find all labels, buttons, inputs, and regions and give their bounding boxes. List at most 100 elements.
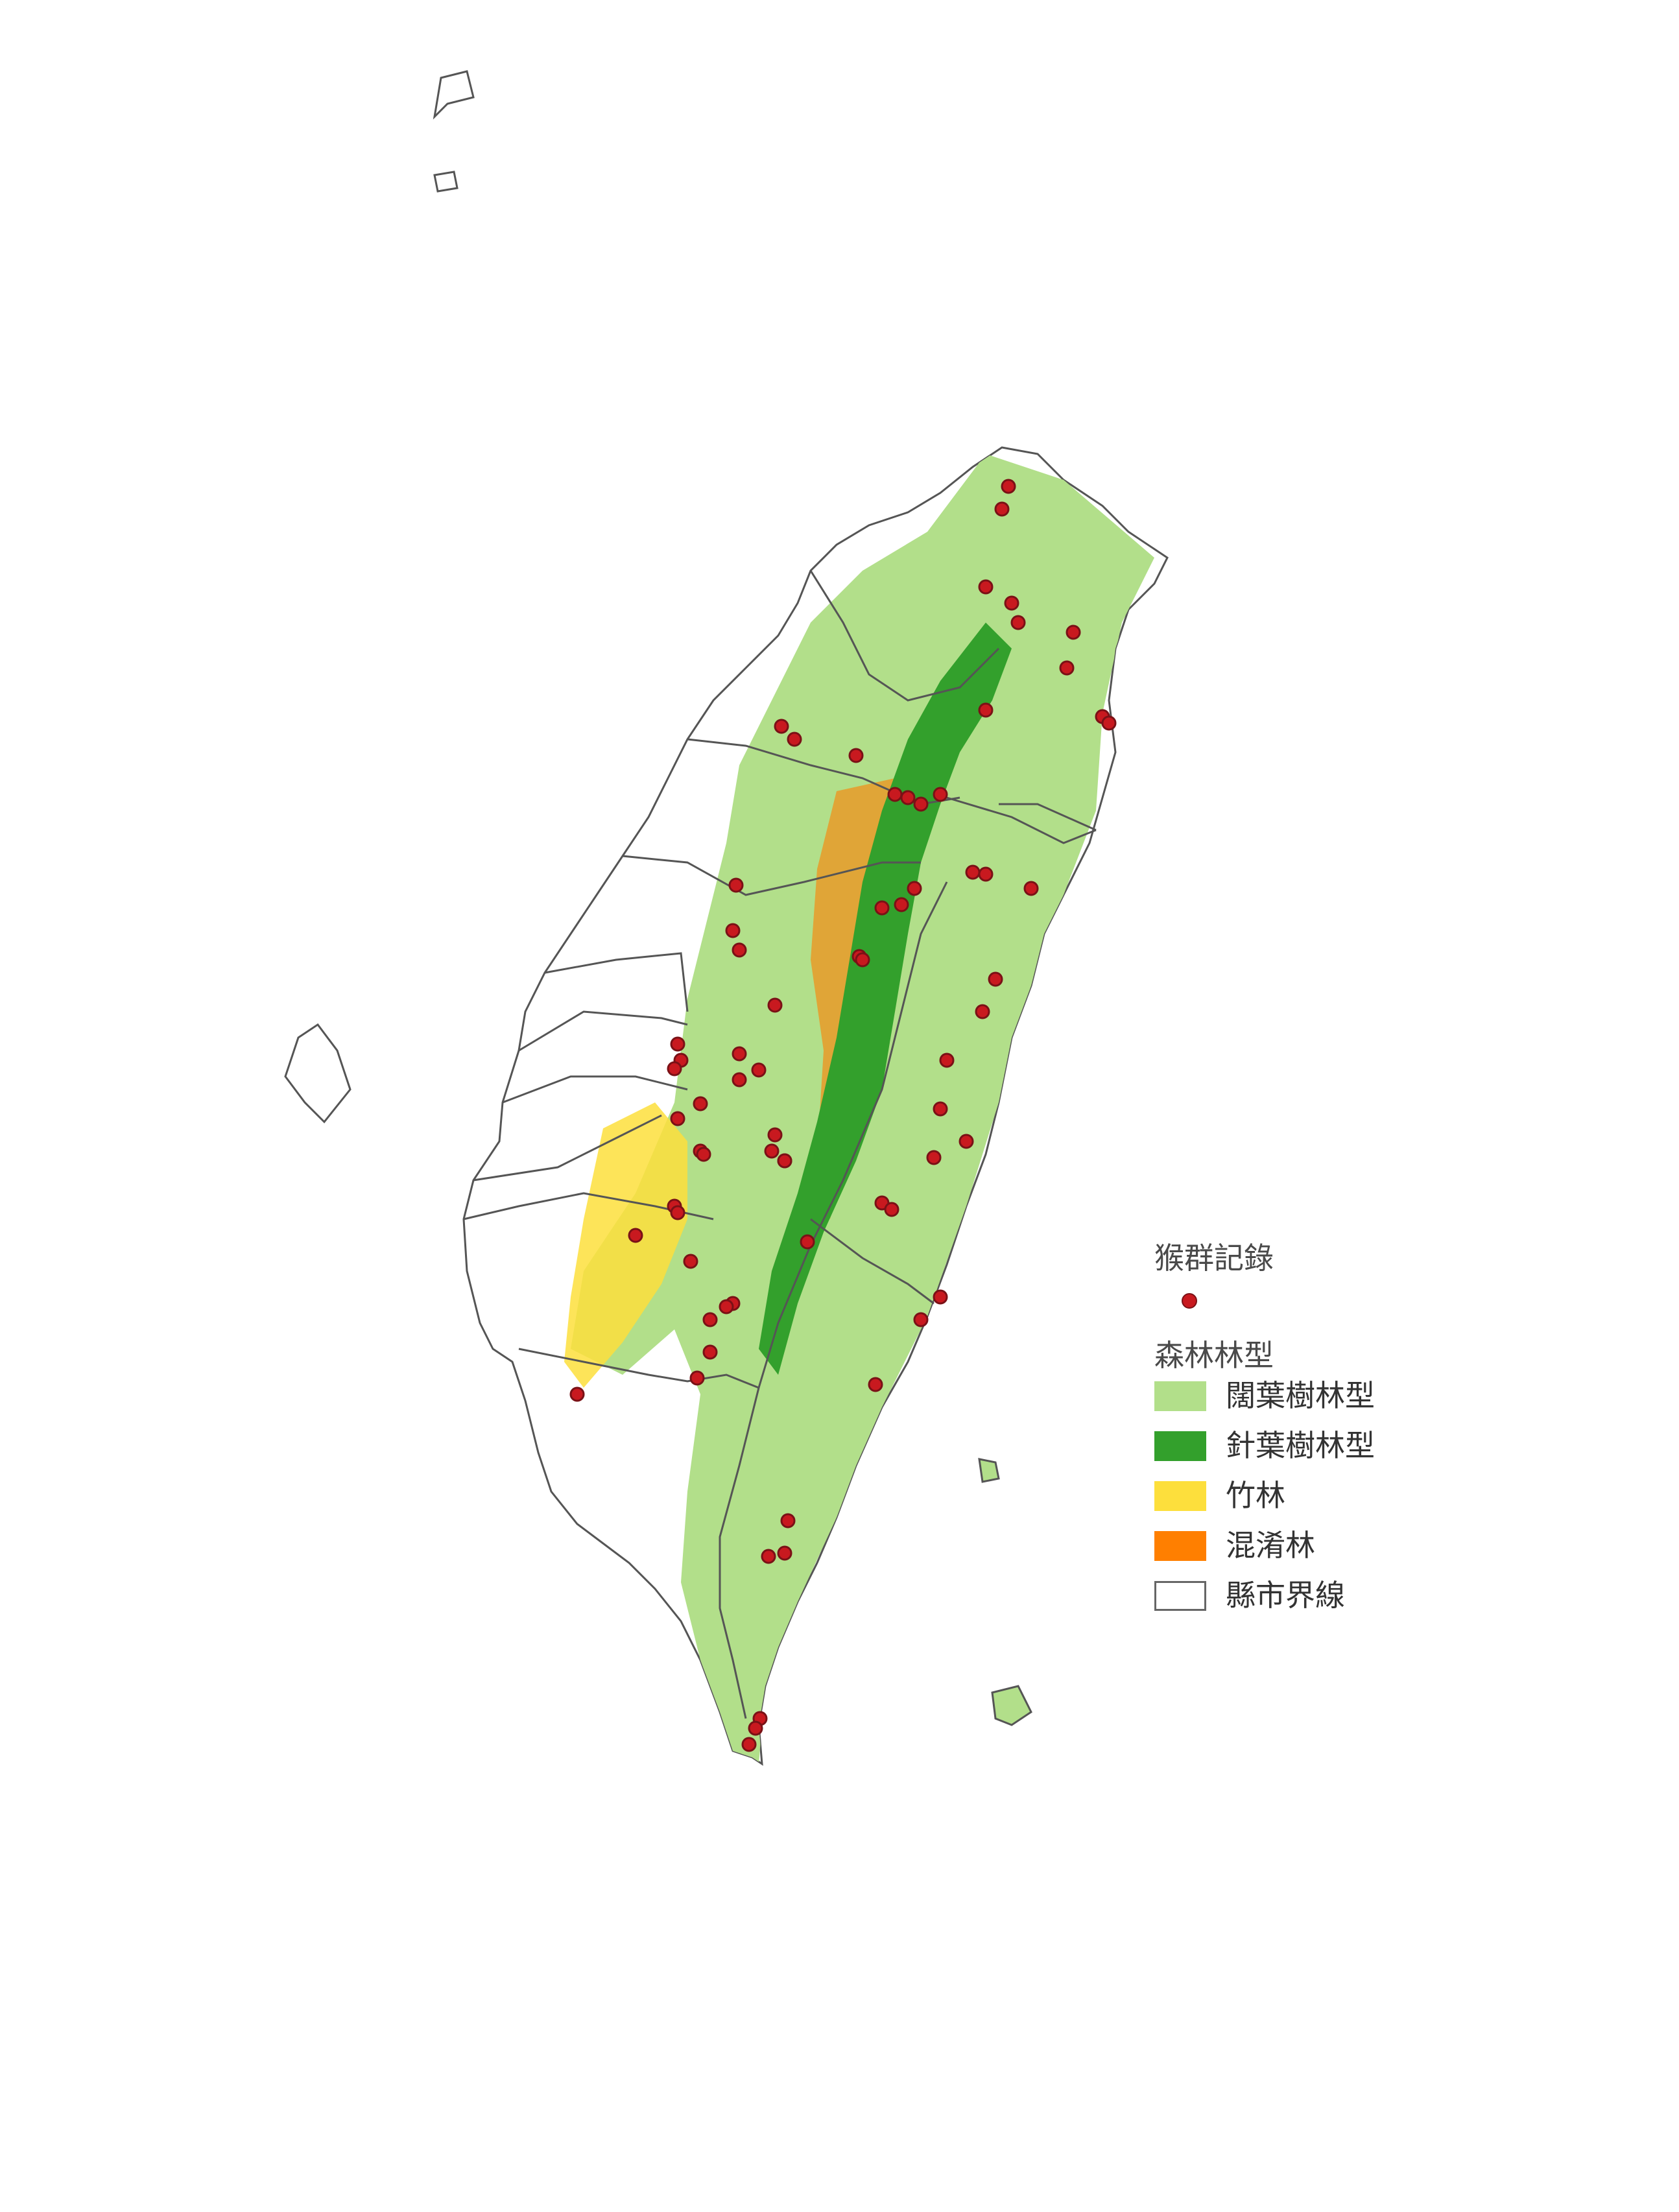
county-boundary xyxy=(518,1348,759,1389)
monkey-record-point xyxy=(683,1254,698,1269)
monkey-record-point xyxy=(868,1377,883,1392)
monkey-record-point xyxy=(978,702,994,718)
legend-item-bamboo: 竹林 xyxy=(1154,1475,1492,1525)
monkey-record-point xyxy=(696,1147,711,1162)
monkey-record-point xyxy=(1010,615,1026,630)
monkey-record-point xyxy=(894,897,909,912)
penghu-islands xyxy=(284,1023,351,1124)
monkey-point-symbol xyxy=(1182,1293,1197,1309)
green-island xyxy=(978,1458,1000,1483)
monkey-record-point xyxy=(855,952,870,968)
monkey-record-point xyxy=(777,1545,792,1561)
legend-item-broadleaf: 闊葉樹林型 xyxy=(1154,1375,1492,1425)
monkey-record-point xyxy=(748,1720,763,1736)
monkey-record-point xyxy=(670,1205,685,1220)
monkey-record-point xyxy=(761,1549,776,1564)
monkey-record-point xyxy=(913,796,929,812)
legend-item-county-boundary: 縣市界線 xyxy=(1154,1575,1492,1624)
monkey-record-point xyxy=(670,1111,685,1126)
county-boundary xyxy=(518,1010,688,1052)
monkey-record-point xyxy=(693,1096,708,1112)
county-boundary xyxy=(946,796,1097,844)
monkey-record-point xyxy=(689,1370,705,1386)
bamboo-swatch xyxy=(1154,1481,1206,1511)
monkey-record-point xyxy=(978,866,994,882)
monkey-record-point xyxy=(994,501,1010,517)
bamboo-forest-area xyxy=(564,1102,687,1388)
conifer-label: 針葉樹林型 xyxy=(1226,1428,1375,1463)
monkey-record-point xyxy=(764,1143,780,1159)
monkey-record-point xyxy=(913,1312,929,1327)
monkey-record-point xyxy=(884,1202,899,1217)
mixed-swatch xyxy=(1154,1531,1206,1561)
monkey-record-point xyxy=(1004,595,1019,611)
monkey-record-point xyxy=(787,731,802,747)
legend: 猴群記錄 森林林型 闊葉樹林型 針葉樹林型 竹林 混淆林 縣市界線 xyxy=(1154,1239,1492,1624)
monkey-record-point xyxy=(725,923,741,938)
orchid-island xyxy=(991,1685,1032,1726)
monkey-record-point xyxy=(702,1344,718,1360)
matsu-islands xyxy=(433,70,475,120)
monkey-record-point xyxy=(1001,479,1016,494)
bamboo-label: 竹林 xyxy=(1226,1478,1285,1513)
mixed-label: 混淆林 xyxy=(1226,1528,1315,1563)
monkey-record-point xyxy=(965,864,981,880)
county-boundary-swatch xyxy=(1154,1581,1206,1611)
monkey-record-point xyxy=(774,719,789,734)
monkey-record-point xyxy=(767,1127,783,1143)
county-boundary xyxy=(622,855,921,896)
monkey-record-point xyxy=(732,942,747,958)
monkey-record-point xyxy=(728,877,744,893)
county-boundary xyxy=(809,570,1000,702)
county-boundary xyxy=(810,1218,935,1305)
monkey-record-point xyxy=(848,748,864,763)
monkey-record-point xyxy=(874,900,890,916)
points-legend-heading: 猴群記錄 xyxy=(1154,1241,1274,1276)
monkey-record-point xyxy=(1101,715,1117,731)
kinmen-islands xyxy=(433,171,458,193)
monkey-record-point xyxy=(1059,660,1075,676)
forest-legend-heading: 森林林型 xyxy=(1154,1338,1274,1373)
monkey-record-point xyxy=(933,1289,948,1305)
monkey-record-point xyxy=(975,1004,990,1019)
monkey-record-point xyxy=(887,787,903,802)
monkey-points-layer xyxy=(569,479,1117,1752)
county-boundary xyxy=(473,1114,662,1182)
legend-item-conifer: 針葉樹林型 xyxy=(1154,1425,1492,1475)
offshore-islands xyxy=(284,70,1032,1726)
monkey-record-point xyxy=(1023,881,1039,896)
broadleaf-label: 闊葉樹林型 xyxy=(1226,1378,1375,1413)
county-boundary xyxy=(999,803,1097,831)
monkey-record-point xyxy=(933,1101,948,1117)
monkey-record-point xyxy=(800,1234,815,1250)
monkey-record-point xyxy=(988,971,1003,987)
point-legend-row xyxy=(1154,1278,1492,1336)
monkey-record-point xyxy=(719,1299,734,1314)
county-boundary-label: 縣市界線 xyxy=(1226,1578,1345,1613)
monkey-record-point xyxy=(780,1513,796,1528)
monkey-record-point xyxy=(741,1737,757,1752)
monkey-record-point xyxy=(1066,624,1081,640)
monkey-record-point xyxy=(900,790,916,805)
county-boundary xyxy=(719,881,948,1719)
monkey-record-point xyxy=(777,1153,792,1169)
monkey-record-point xyxy=(751,1062,767,1078)
monkey-record-point xyxy=(732,1072,747,1088)
county-boundary xyxy=(502,1075,688,1104)
monkey-record-point xyxy=(978,579,994,595)
monkey-record-point xyxy=(939,1052,955,1068)
county-boundary xyxy=(544,952,689,1012)
monkey-record-point xyxy=(667,1061,682,1076)
monkey-record-point xyxy=(907,881,922,896)
conifer-forest-area xyxy=(759,623,1012,1375)
legend-item-mixed: 混淆林 xyxy=(1154,1525,1492,1575)
monkey-record-point xyxy=(628,1228,643,1243)
broadleaf-swatch xyxy=(1154,1381,1206,1411)
monkey-record-point xyxy=(670,1036,685,1052)
monkey-record-point xyxy=(933,787,948,802)
monkey-record-point xyxy=(732,1046,747,1062)
monkey-record-point xyxy=(569,1386,585,1402)
monkey-record-point xyxy=(767,997,783,1013)
conifer-swatch xyxy=(1154,1431,1206,1461)
